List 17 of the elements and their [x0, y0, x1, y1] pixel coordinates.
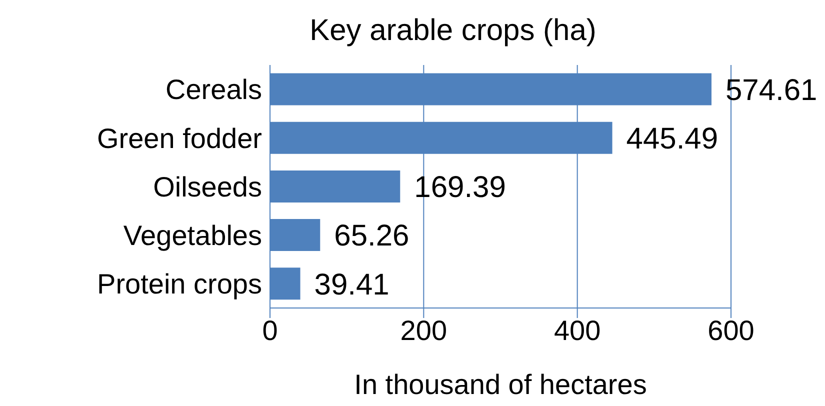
bar	[270, 268, 300, 300]
y-tick-label: Cereals	[166, 74, 262, 106]
bar	[270, 219, 320, 252]
bar	[270, 170, 400, 202]
x-tick-label: 600	[708, 314, 754, 346]
data-label: 39.41	[314, 268, 390, 302]
data-label: 65.26	[334, 220, 410, 253]
y-tick-label: Oilseeds	[153, 171, 262, 202]
data-label: 445.49	[626, 122, 718, 156]
y-tick-label: Protein crops	[97, 268, 262, 300]
x-tick-label: 200	[400, 314, 448, 346]
y-tick-label: Green fodder	[97, 122, 262, 154]
x-tick-label: 400	[554, 314, 601, 346]
chart-title: Key arable crops (ha)	[308, 14, 598, 48]
y-tick-label: Vegetables	[123, 220, 262, 252]
x-tick-label: 0	[262, 314, 278, 346]
x-axis-title: In thousand of hectares	[354, 369, 647, 400]
